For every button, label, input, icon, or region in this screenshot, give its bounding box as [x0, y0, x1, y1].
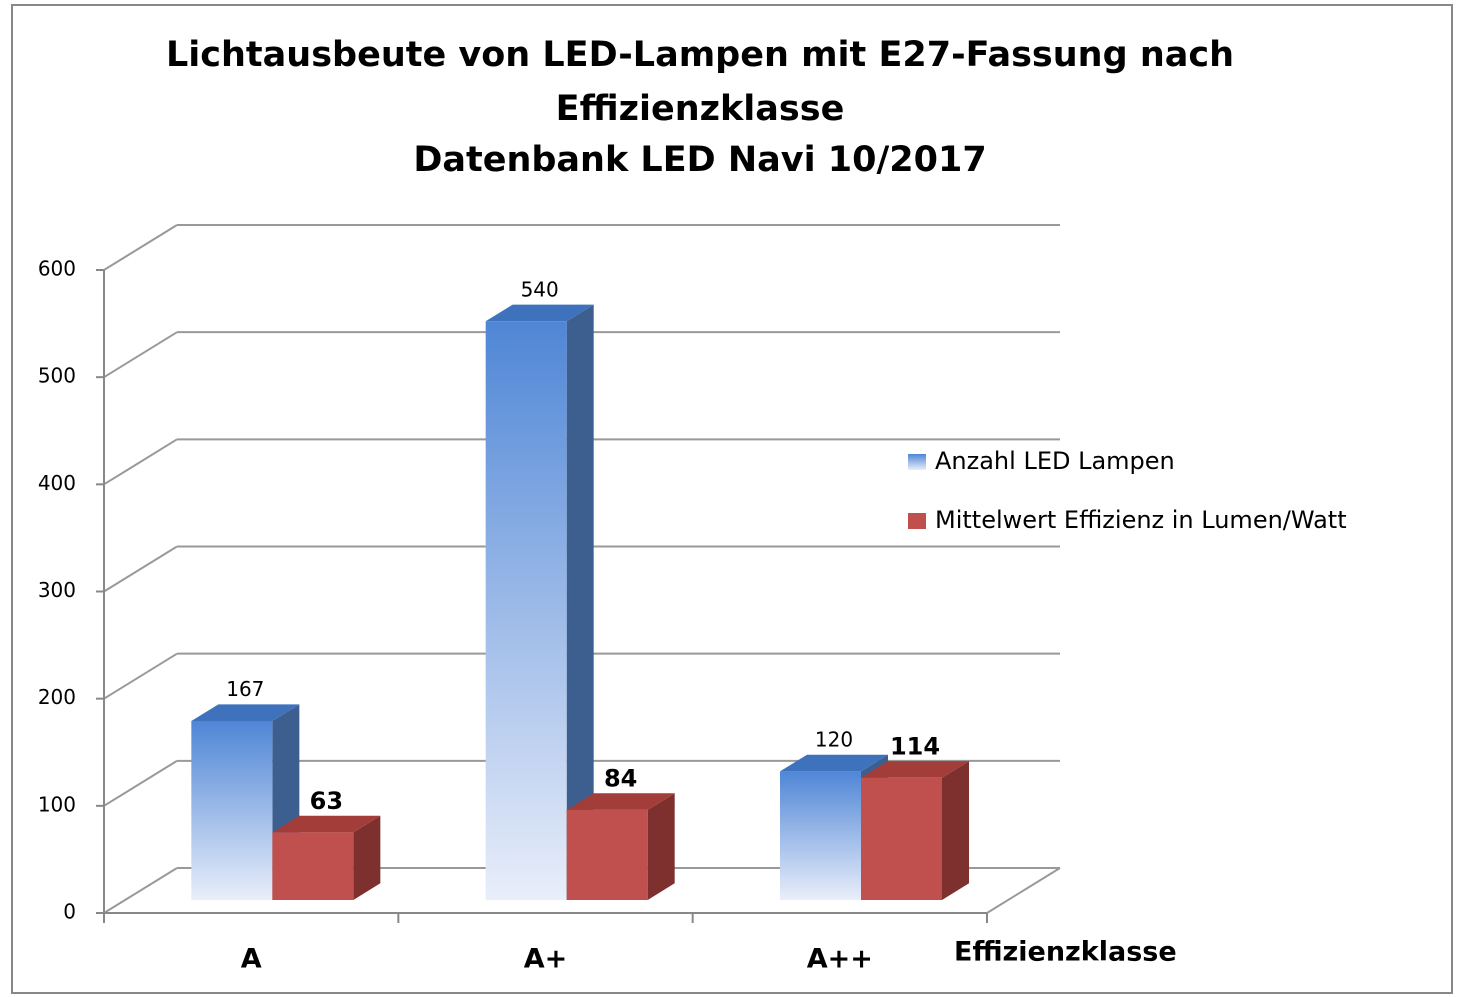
- bar: [485, 304, 594, 900]
- bar-top: [780, 754, 889, 772]
- y-tick-label: 0: [63, 900, 76, 924]
- data-label: 63: [310, 787, 343, 815]
- y-tick-label: 600: [38, 257, 76, 281]
- legend-label: Anzahl LED Lampen: [935, 447, 1175, 475]
- chart-subtitle: Datenbank LED Navi 10/2017: [413, 140, 987, 180]
- y-tick-label: 400: [38, 471, 76, 495]
- y-tick-label: 500: [38, 364, 76, 388]
- data-label: 84: [604, 765, 637, 793]
- bar: [272, 815, 381, 900]
- bar-front: [861, 777, 943, 900]
- x-tick-label: A+: [524, 944, 568, 975]
- bar-top: [485, 304, 594, 322]
- y-tick-label: 300: [38, 578, 76, 602]
- grid-line: [103, 331, 178, 379]
- x-axis-label: Effizienzklasse: [954, 937, 1177, 968]
- bar-side: [353, 815, 381, 900]
- grid-line: [103, 224, 178, 271]
- y-tick-label: 100: [38, 792, 76, 816]
- grid-line: [103, 438, 178, 486]
- bar-top: [566, 793, 675, 810]
- bar-front: [566, 809, 648, 900]
- bar-front: [191, 720, 273, 900]
- bar-side: [647, 793, 675, 900]
- bar-top: [191, 704, 300, 721]
- bar-front: [780, 771, 862, 900]
- legend-swatch: [908, 513, 926, 529]
- grid-line: [103, 545, 178, 593]
- data-label: 120: [815, 728, 853, 752]
- x-tick-label: A: [241, 944, 262, 975]
- bar: [191, 704, 300, 900]
- data-label: 114: [890, 732, 940, 760]
- x-tick-label: A++: [807, 944, 873, 975]
- y-tick-label: 200: [38, 685, 76, 709]
- legend-swatch: [908, 454, 926, 470]
- bar: [566, 793, 675, 900]
- bar-side: [942, 761, 970, 900]
- bar-front: [485, 321, 567, 900]
- floor-edge: [986, 867, 1061, 914]
- legend-label: Mittelwert Effizienz in Lumen/Watt: [935, 506, 1347, 534]
- data-label: 540: [521, 277, 559, 301]
- bar-top: [272, 815, 381, 833]
- bar-top: [861, 761, 970, 778]
- bar-side: [566, 304, 594, 900]
- chart-title: Lichtausbeute von LED-Lampen mit E27-Fas…: [165, 35, 1235, 129]
- bar: [861, 761, 970, 900]
- grid-line: [103, 867, 178, 914]
- bar-front: [272, 832, 354, 900]
- grid-line: [103, 759, 178, 807]
- chart-border: [11, 4, 1453, 994]
- data-label: 167: [226, 677, 264, 701]
- grid-line: [103, 652, 178, 700]
